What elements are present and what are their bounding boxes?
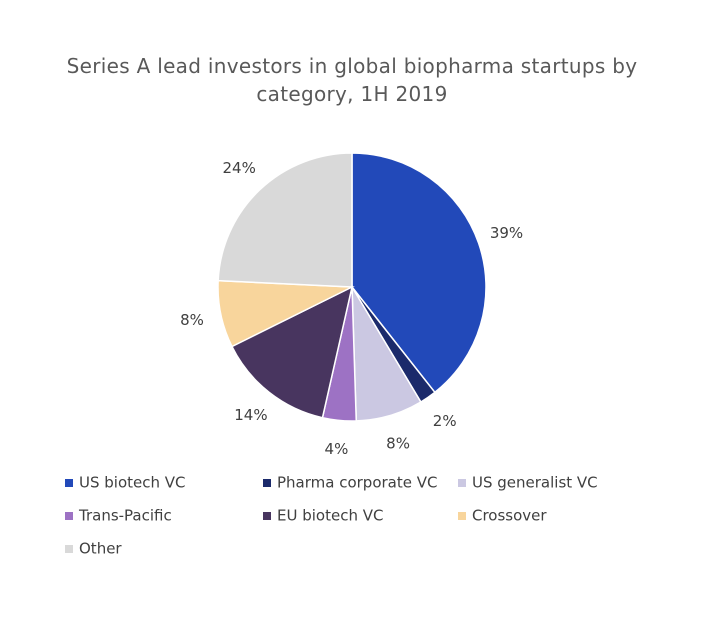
data-label: 2%: [433, 412, 457, 430]
legend-label: Other: [79, 540, 122, 558]
data-label: 24%: [223, 159, 256, 177]
pie-slice: [351, 152, 487, 394]
legend-marker: [458, 512, 466, 520]
chart-title: Series A lead investors in global biopha…: [66, 54, 638, 106]
pie-slice: [230, 285, 354, 419]
legend-marker: [263, 512, 271, 520]
data-label: 39%: [490, 224, 523, 242]
data-label: 4%: [325, 440, 349, 458]
legend-label: EU biotech VC: [277, 507, 383, 525]
data-label: 8%: [386, 434, 410, 452]
legend-marker: [263, 479, 271, 487]
data-label: 14%: [234, 406, 267, 424]
data-label: 8%: [180, 311, 204, 329]
legend-label: Trans-Pacific: [78, 507, 172, 525]
legend-marker: [65, 545, 73, 553]
legend-label: US generalist VC: [472, 474, 598, 492]
legend-label: Pharma corporate VC: [277, 474, 437, 492]
legend-label: US biotech VC: [79, 474, 186, 492]
legend-marker: [65, 479, 73, 487]
legend-marker: [65, 512, 73, 520]
legend-label: Crossover: [472, 507, 547, 525]
pie-slice: [217, 152, 353, 288]
legend-marker: [458, 479, 466, 487]
